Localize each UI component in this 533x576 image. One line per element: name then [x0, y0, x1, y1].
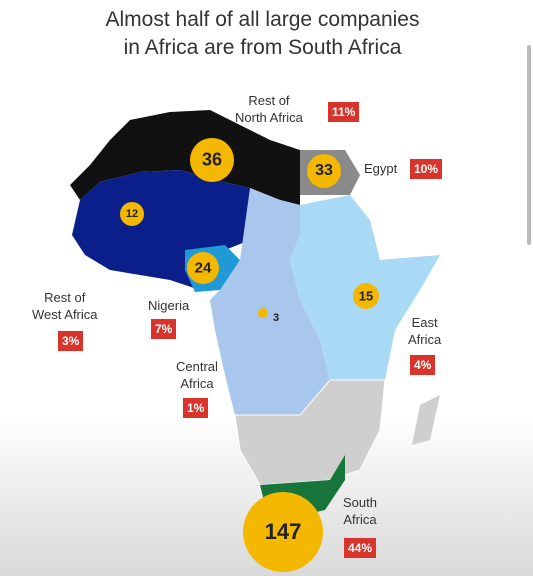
count-circle: [353, 283, 379, 309]
share-badge: 11%: [328, 102, 360, 122]
region-name: Central Africa: [176, 358, 218, 392]
central-africa: [210, 188, 330, 415]
count: 147: [264, 519, 302, 544]
scrollbar: [527, 45, 531, 245]
name-line: South: [343, 495, 377, 510]
name-line: Egypt: [364, 161, 398, 176]
count: 3: [272, 312, 280, 324]
share-badge: 7%: [151, 319, 177, 339]
name-line: Central: [176, 359, 218, 374]
name-line: North Africa: [235, 110, 303, 125]
share-badge: 10%: [410, 159, 443, 179]
share-badge: 3%: [58, 331, 84, 351]
region-name: Nigeria: [148, 297, 189, 314]
count-circle: [258, 308, 268, 318]
title-line: in Africa are from South Africa: [123, 36, 402, 59]
count-circle: [307, 154, 341, 188]
count: 24: [194, 259, 212, 277]
southern-africa: [234, 379, 386, 486]
name-line: Nigeria: [148, 298, 190, 313]
share-badge: 1%: [183, 398, 209, 418]
count-circle: [243, 492, 323, 572]
region-name: East Africa: [408, 314, 441, 348]
count-circle: [190, 138, 234, 182]
count: 36: [201, 149, 223, 170]
title-line: Almost half of all large companies: [105, 8, 420, 31]
count: 15: [358, 288, 374, 304]
share-badge: 44%: [344, 538, 377, 558]
madagascar: [412, 395, 440, 445]
region-name: South Africa: [343, 494, 377, 528]
north-africa: [70, 110, 300, 205]
name-line: Africa: [343, 512, 377, 527]
region-name: Rest of West Africa: [32, 289, 98, 323]
count-circle: [120, 202, 144, 226]
region-name: Egypt: [364, 160, 397, 177]
count: 12: [125, 208, 139, 220]
name-line: West Africa: [32, 307, 98, 322]
region-name: Rest of North Africa: [235, 92, 303, 126]
name-line: Africa: [180, 376, 214, 391]
count-circle: [187, 252, 219, 284]
name-line: Africa: [408, 332, 442, 347]
name-line: East: [411, 315, 438, 330]
name-line: Rest of: [44, 290, 86, 305]
name-line: Rest of: [248, 93, 290, 108]
share-badge: 4%: [410, 355, 436, 375]
count: 33: [315, 162, 333, 179]
